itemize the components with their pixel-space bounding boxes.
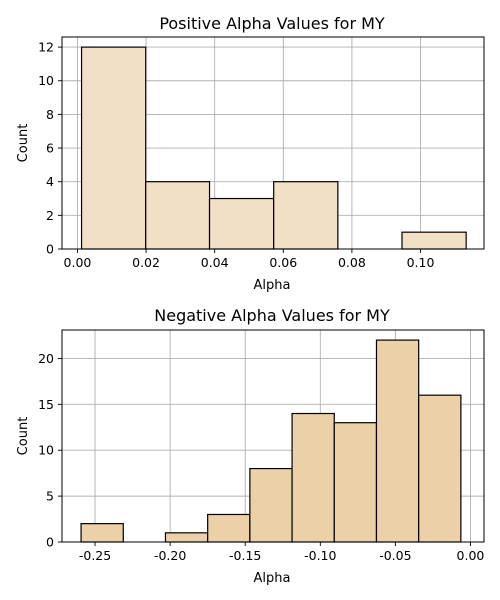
histogram-bar	[164, 532, 209, 543]
y-axis-label: Count	[16, 417, 31, 456]
bars	[80, 339, 462, 543]
histogram-bar	[145, 181, 211, 250]
x-tick-label: 0.10	[407, 255, 435, 270]
y-tick-label: 20	[38, 351, 54, 366]
x-tick-label: 0.06	[269, 255, 297, 270]
histogram-bar	[80, 46, 147, 250]
histogram-bar	[249, 467, 293, 543]
x-tick-label: 0.02	[132, 255, 160, 270]
chart-title: Negative Alpha Values for MY	[154, 306, 390, 325]
y-tick-label: 6	[46, 141, 54, 156]
y-tick-label: 12	[38, 40, 54, 55]
x-tick-label: -0.15	[229, 548, 261, 563]
histogram-bar	[207, 513, 251, 543]
x-axis-label: Alpha	[254, 278, 291, 293]
x-axis-label: Alpha	[254, 571, 291, 586]
positive-alpha-chart: Positive Alpha Values for MY Alpha Count…	[16, 14, 485, 293]
y-tick-label: 4	[46, 174, 54, 189]
chart-title: Positive Alpha Values for MY	[159, 14, 385, 33]
x-tick-label: 0.04	[201, 255, 229, 270]
x-tick-label: 0.08	[338, 255, 366, 270]
histogram-bar	[375, 339, 420, 543]
bars	[80, 46, 467, 250]
y-tick-label: 15	[38, 397, 54, 412]
x-tick-label: -0.10	[304, 548, 336, 563]
y-tick-label: 0	[46, 535, 54, 550]
y-tick-label: 8	[46, 107, 54, 122]
x-tick-label: 0.00	[457, 548, 485, 563]
plot-frame	[61, 36, 485, 250]
y-axis-label: Count	[16, 124, 31, 163]
y-tick-label: 10	[38, 443, 54, 458]
ticks: -0.25 -0.20 -0.15 -0.10 -0.05 0.00 0 5 10 15 20	[38, 351, 484, 563]
x-tick-label: -0.05	[379, 548, 411, 563]
x-tick-label: -0.25	[79, 548, 111, 563]
x-tick-label: 0.00	[64, 255, 92, 270]
y-tick-label: 0	[46, 242, 54, 257]
negative-alpha-chart: Negative Alpha Values for MY Alpha Count…	[16, 306, 485, 586]
ticks: 0.00 0.02 0.04 0.06 0.08 0.10 0 2 4 6 8 10 12	[38, 40, 434, 270]
y-tick-label: 10	[38, 73, 54, 88]
plot-frame	[61, 329, 485, 543]
x-tick-label: -0.20	[154, 548, 186, 563]
histogram-bar	[273, 181, 339, 250]
histogram-bar	[401, 231, 467, 250]
histogram-bar	[333, 422, 378, 543]
histogram-bar	[418, 394, 462, 543]
histogram-bar	[80, 523, 124, 543]
y-tick-label: 5	[46, 489, 54, 504]
y-tick-label: 2	[46, 208, 54, 223]
histogram-bar	[208, 197, 275, 250]
histogram-bar	[291, 412, 335, 543]
